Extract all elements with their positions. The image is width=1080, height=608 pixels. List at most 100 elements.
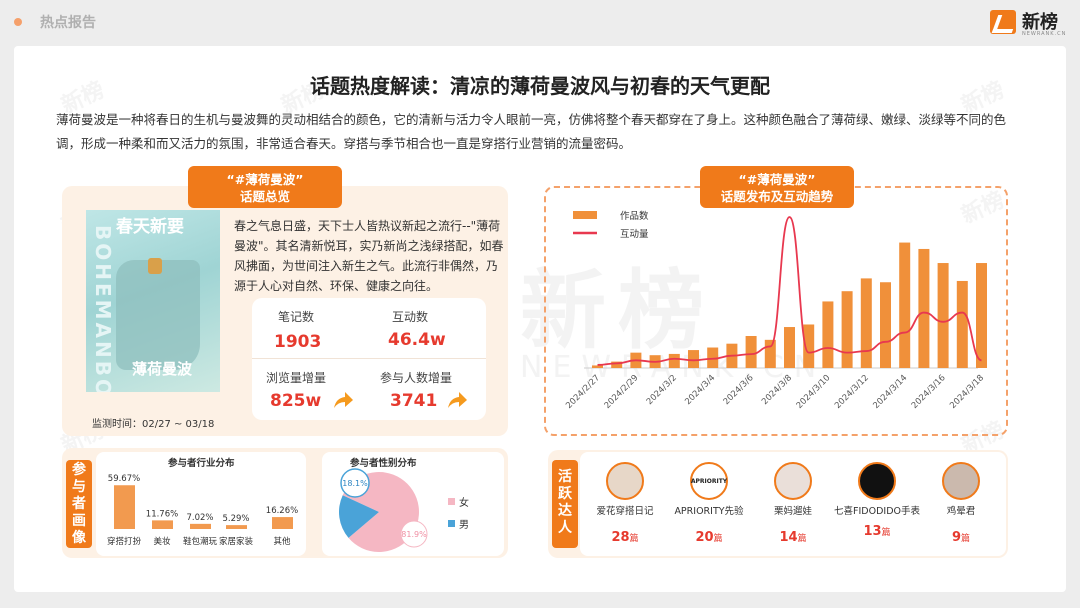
stats-divider	[252, 358, 486, 359]
industry-value-label: 5.29%	[222, 514, 249, 524]
bar-works	[976, 263, 987, 368]
stat-label-interactions: 互动数	[392, 310, 429, 324]
top-bar: 热点报告 新榜 NEWRANK.CN	[0, 0, 1080, 44]
pie-legend-label: 男	[459, 519, 469, 531]
trend-tag-line2: 话题发布及互动趋势	[720, 189, 834, 204]
kol-unit: 篇	[797, 534, 807, 544]
bar-works	[822, 301, 834, 368]
stat-value-interactions: 46.4w	[388, 330, 446, 350]
kol-avatar	[774, 462, 812, 500]
photo-header: 春天新要	[116, 217, 184, 237]
kol-count: 20	[695, 530, 714, 545]
gender-title: 参与者性别分布	[350, 458, 417, 469]
bar-works	[937, 263, 949, 368]
newrank-logo: 新榜 NEWRANK.CN	[990, 8, 1070, 38]
intro-paragraph: 薄荷曼波是一种将春日的生机与曼波舞的灵动相结合的颜色，它的清新与活力令人眼前一亮…	[56, 112, 1007, 151]
kol-card: 爱花穿搭日记 28篇 APRIORITY APRIORITY先验 20篇 栗妈遛…	[580, 452, 1006, 556]
pie-label-bubble	[400, 520, 428, 548]
industry-distribution: 参与者行业分布 59.67% 穿搭打扮 11.76% 美妆 7.02% 鞋包潮玩 5.29%…	[96, 452, 306, 556]
kol-tag: 活跃达人	[552, 460, 578, 548]
industry-value-label: 59.67%	[108, 474, 140, 484]
kol-count: 28	[611, 530, 630, 545]
industry-bar	[114, 485, 135, 529]
kol-unit: 篇	[629, 534, 639, 544]
photo-cloth	[116, 260, 200, 370]
pie-legend-swatch	[448, 520, 455, 527]
pie-slice	[339, 495, 379, 538]
industry-value-label: 7.02%	[186, 513, 213, 523]
trend-up-arrow-icon	[334, 392, 353, 408]
trend-tag: “#薄荷曼波” 话题发布及互动趋势	[700, 166, 854, 208]
logo-subtext: NEWRANK.CN	[1022, 31, 1067, 37]
bar-works	[688, 350, 699, 368]
stat-label-notes: 笔记数	[278, 310, 315, 324]
topic-photo: 春天新要 BOHEMANBO 薄荷曼波	[86, 210, 220, 392]
photo-side-text: BOHEMANBO	[91, 224, 116, 392]
section-dot-icon	[14, 18, 22, 26]
page-title: 话题热度解读：清凉的薄荷曼波风与初春的天气更配	[310, 74, 770, 98]
industry-title: 参与者行业分布	[168, 458, 235, 469]
bar-works	[592, 365, 603, 368]
industry-bar	[272, 517, 293, 529]
logo-text: 新榜	[1022, 12, 1058, 33]
bar-works	[880, 282, 891, 368]
kol-name: 爱花穿搭日记	[596, 506, 654, 517]
stat-label-participants: 参与人数增量	[380, 371, 453, 385]
trend-up-arrow-icon	[448, 392, 467, 408]
kol-item[interactable]: 栗妈遛娃 14篇	[748, 462, 838, 545]
bar-works	[668, 353, 680, 368]
interaction-line	[597, 216, 982, 366]
industry-category-label: 家居家装	[219, 536, 254, 547]
bar-works	[707, 347, 719, 368]
kol-item[interactable]: 鸡晕君 9篇	[916, 462, 1006, 545]
industry-bar	[226, 525, 247, 529]
kol-item[interactable]: 七喜FIDODIDO手表 13篇	[832, 462, 922, 539]
x-tick-label: 2024/3/4	[683, 373, 717, 407]
kol-name: 栗妈遛娃	[773, 506, 812, 517]
monitor-period: 监测时间：02/27 ~ 03/18	[92, 419, 215, 430]
gender-distribution: 参与者性别分布 81.9% 18.1% 女男	[322, 452, 504, 556]
kol-count: 9	[951, 530, 962, 545]
industry-category-label: 其他	[273, 536, 291, 547]
kol-unit: 篇	[961, 534, 971, 544]
portrait-tag-text: 参与者画像	[72, 462, 86, 546]
bar-works	[841, 291, 853, 368]
kol-avatar	[942, 462, 980, 500]
stat-label-views: 浏览量增量	[266, 371, 327, 385]
industry-value-label: 16.26%	[266, 506, 298, 516]
kol-count: 13	[863, 524, 882, 539]
kol-item[interactable]: 爱花穿搭日记 28篇	[580, 462, 670, 545]
kol-avatar	[606, 462, 644, 500]
kol-name: 鸡晕君	[946, 506, 976, 517]
industry-category-label: 鞋包潮玩	[183, 536, 218, 547]
stat-value-notes: 1903	[274, 332, 322, 352]
x-tick-label: 2024/2/29	[603, 373, 641, 411]
pie-value-label: 18.1%	[342, 479, 368, 488]
bar-works	[611, 361, 623, 368]
legend-bar-swatch	[573, 211, 597, 219]
bar-works	[899, 242, 911, 368]
gender-pie-chart: 81.9% 18.1% 女男	[339, 468, 469, 552]
trend-chart: 作品数 互动量 2024/2/27 2024/2/29 2024/3/2 2024/3…	[564, 210, 987, 411]
industry-bar	[152, 520, 173, 529]
bar-works	[803, 324, 815, 368]
x-tick-label: 2024/3/8	[760, 373, 794, 407]
kol-tag-text: 活跃达人	[558, 469, 572, 536]
pie-legend-swatch	[448, 498, 455, 505]
x-tick-label: 2024/3/14	[871, 373, 909, 411]
kol-count: 14	[779, 530, 798, 545]
kol-avatar: APRIORITY	[690, 462, 728, 500]
portrait-tag: 参与者画像	[66, 460, 92, 548]
overview-tag-line1: “#薄荷曼波”	[226, 172, 304, 187]
overview-description: 春之气息日盛，天下士人皆热议新起之流行--"薄荷曼波"。其名清新悦耳，实乃新尚之…	[234, 219, 504, 293]
kol-unit: 篇	[881, 528, 891, 538]
industry-category-label: 美妆	[153, 536, 171, 547]
overview-tag: “#薄荷曼波” 话题总览	[188, 166, 342, 208]
x-tick-label: 2024/3/12	[833, 373, 871, 411]
section-label: 热点报告	[40, 15, 96, 31]
kol-item[interactable]: APRIORITY APRIORITY先验 20篇	[664, 462, 754, 545]
industry-bar	[190, 523, 211, 529]
x-tick-label: 2024/2/27	[564, 373, 602, 411]
x-tick-label: 2024/3/16	[910, 373, 948, 411]
bar-works	[860, 278, 872, 368]
